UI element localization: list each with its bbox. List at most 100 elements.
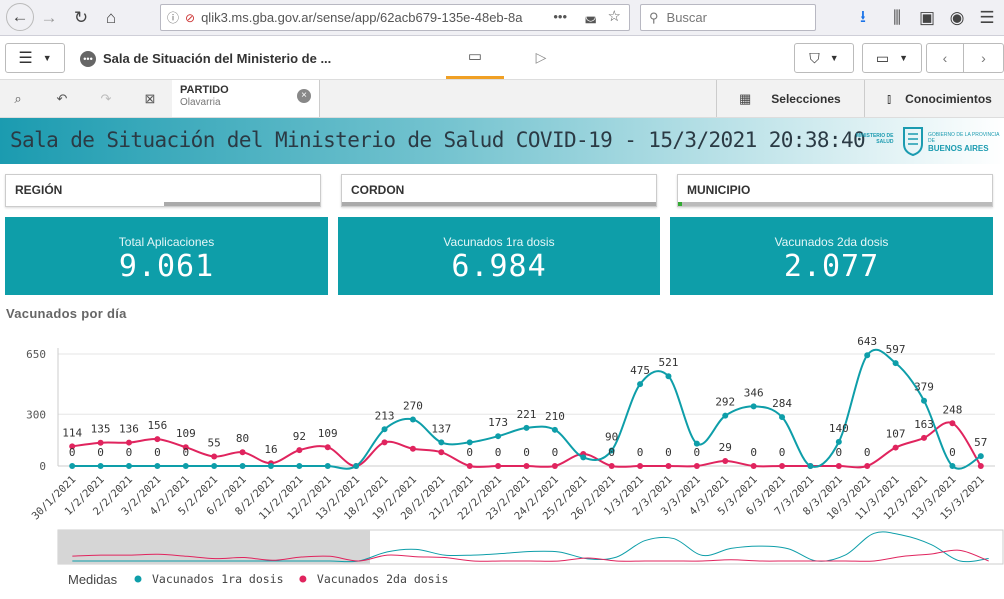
analysis-icon: ▭ xyxy=(467,48,483,65)
selections-tool-button[interactable]: ▦ Selecciones xyxy=(716,80,864,117)
menu-icon[interactable]: ☰ xyxy=(979,8,995,27)
selection-chip[interactable]: PARTIDO Olavarria × xyxy=(172,80,320,117)
pocket-icon[interactable]: ◛ xyxy=(584,8,597,24)
data-point xyxy=(608,463,615,469)
data-point xyxy=(779,414,786,421)
next-sheet-button[interactable]: › xyxy=(963,43,1004,73)
previous-sheet-button[interactable]: ‹ xyxy=(926,43,964,73)
data-label: 475 xyxy=(630,364,650,377)
smart-search-icon[interactable]: ⌕ xyxy=(14,91,22,106)
data-point xyxy=(296,447,303,454)
page-actions-icon[interactable]: ••• xyxy=(549,9,571,24)
data-label: 0 xyxy=(495,446,502,459)
data-label: 221 xyxy=(517,408,537,421)
home-icon[interactable]: ⌂ xyxy=(105,8,117,27)
forward-icon[interactable]: → xyxy=(40,8,58,27)
clear-all-icon[interactable]: ⊠ xyxy=(144,91,156,106)
province-emblem-icon xyxy=(903,127,923,156)
back-icon[interactable]: ← xyxy=(6,3,34,31)
sidebar-icon[interactable]: ▣ xyxy=(918,8,936,27)
data-point xyxy=(750,403,757,410)
url-text[interactable]: qlik3.ms.gba.gov.ar/sense/app/62acb679-1… xyxy=(201,10,523,25)
step-back-icon[interactable]: ↶ xyxy=(56,91,68,106)
filter-municipio[interactable]: MUNICIPIO xyxy=(677,174,993,207)
data-point xyxy=(97,463,104,469)
url-bar[interactable]: ⓘ ⊘ qlik3.ms.gba.gov.ar/sense/app/62acb6… xyxy=(160,4,630,31)
step-forward-icon[interactable]: ↷ xyxy=(100,91,112,106)
y-tick-label: 0 xyxy=(39,460,46,473)
data-point xyxy=(750,463,757,469)
data-point xyxy=(466,439,473,446)
data-point xyxy=(211,463,218,469)
selection-value: Olavarria xyxy=(180,97,221,108)
chart-title: Vacunados por día xyxy=(6,306,127,321)
data-point xyxy=(807,463,814,469)
data-point xyxy=(409,445,416,452)
search-input[interactable]: ⚲ Buscar xyxy=(640,4,816,31)
chevron-left-icon: ‹ xyxy=(942,50,948,66)
data-label: 379 xyxy=(914,381,934,394)
tab-storytelling[interactable]: ▷ xyxy=(512,36,570,79)
data-label: 0 xyxy=(779,446,786,459)
data-label: 109 xyxy=(318,427,338,440)
data-label: 346 xyxy=(744,386,764,399)
kpi-vacunados-2da[interactable]: Vacunados 2da dosis 2.077 xyxy=(670,217,993,295)
selections-label: Selecciones xyxy=(771,91,841,106)
reload-icon[interactable]: ↻ xyxy=(73,8,89,27)
data-label: 210 xyxy=(545,410,565,423)
bookmark-star-icon[interactable]: ☆ xyxy=(607,7,621,25)
data-label: 92 xyxy=(293,430,306,443)
data-point xyxy=(69,443,76,450)
data-label: 270 xyxy=(403,399,423,412)
selections-icon: ▦ xyxy=(739,90,752,106)
legend-title: Medidas xyxy=(68,572,118,587)
chevron-down-icon: ▼ xyxy=(829,53,839,63)
insights-button[interactable]: ⫾ Conocimientos xyxy=(864,80,1004,117)
data-point xyxy=(551,426,558,433)
dashboard-title: Sala de Situación del Ministerio de Salu… xyxy=(10,128,866,152)
data-point xyxy=(864,463,871,469)
kpi-value: 6.984 xyxy=(451,249,547,284)
sheets-button[interactable]: ▭ ▼ xyxy=(862,43,922,73)
kpi-total-aplicaciones[interactable]: Total Aplicaciones 9.061 xyxy=(5,217,328,295)
data-label: 597 xyxy=(886,343,906,356)
data-point xyxy=(864,352,871,359)
data-point xyxy=(835,438,842,445)
app-title: Sala de Situación del Ministerio de ... xyxy=(103,51,332,66)
kpi-vacunados-1ra[interactable]: Vacunados 1ra dosis 6.984 xyxy=(338,217,660,295)
filter-label: REGIÓN xyxy=(15,183,63,197)
legend-marker xyxy=(134,575,142,583)
clear-selection-icon[interactable]: × xyxy=(297,89,311,103)
data-point xyxy=(125,439,132,446)
nav-menu-button[interactable]: ☰ ▼ xyxy=(5,43,65,73)
data-point xyxy=(381,439,388,446)
tab-analysis[interactable]: ▭ xyxy=(446,36,504,79)
data-label: 0 xyxy=(466,446,473,459)
data-label: 0 xyxy=(69,446,76,459)
filter-bar xyxy=(682,202,992,206)
library-icon[interactable]: ⫼ xyxy=(893,8,901,27)
data-point xyxy=(722,412,729,419)
data-point xyxy=(125,463,132,469)
data-point xyxy=(835,463,842,469)
data-label: 137 xyxy=(431,422,451,435)
filter-region[interactable]: REGIÓN xyxy=(5,174,321,207)
download-icon[interactable]: ⭳ xyxy=(860,6,866,26)
data-point xyxy=(182,463,189,469)
data-point xyxy=(637,463,644,469)
filter-cordon[interactable]: CORDON xyxy=(341,174,657,207)
mini-series-line-1 xyxy=(72,531,989,563)
insecure-lock-icon[interactable]: ⊘ xyxy=(185,10,196,25)
account-icon[interactable]: ◉ xyxy=(949,8,965,27)
vacunados-line-chart[interactable]: 0 300 650 0 0 0 0 0 213 270 137 173 221 210 90 475 521 29… xyxy=(0,330,1004,599)
data-point xyxy=(637,381,644,388)
data-point xyxy=(324,463,331,469)
data-point xyxy=(466,463,473,469)
mini-series-line-2 xyxy=(72,549,989,562)
bookmarks-button[interactable]: ⛉ ▼ xyxy=(794,43,854,73)
bookmark-icon: ⛉ xyxy=(809,49,820,66)
info-icon[interactable]: ⓘ xyxy=(167,11,180,25)
data-point xyxy=(665,463,672,469)
data-label: 57 xyxy=(974,436,987,449)
data-label: 109 xyxy=(176,427,196,440)
